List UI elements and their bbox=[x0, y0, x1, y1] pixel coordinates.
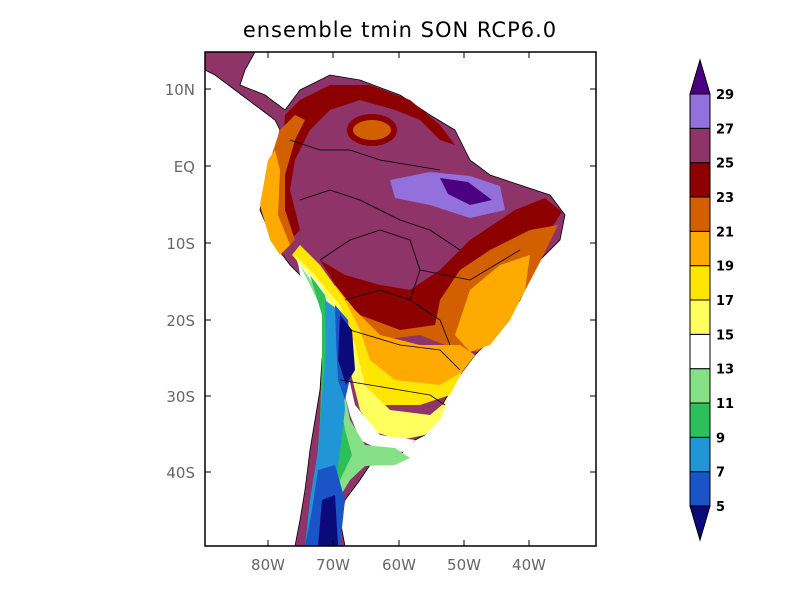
region-below-5 bbox=[318, 315, 355, 546]
colorbar-label: 25 bbox=[716, 157, 734, 172]
colorbar-label: 5 bbox=[716, 500, 725, 515]
colorbar-swatch bbox=[689, 196, 711, 232]
lon-label: 70W bbox=[316, 556, 350, 574]
colorbar-swatch bbox=[689, 127, 711, 164]
colorbar-arrow-high bbox=[689, 58, 711, 95]
colorbar: 5 7 9 11 13 15 17 19 21 23 25 27 29 bbox=[689, 58, 734, 542]
colorbar-swatch bbox=[689, 162, 711, 198]
lat-label: EQ bbox=[174, 158, 195, 176]
region-17-19 bbox=[292, 245, 462, 405]
colorbar-label: 7 bbox=[716, 466, 725, 481]
country-borders bbox=[289, 139, 521, 406]
colorbar-swatch bbox=[689, 265, 711, 301]
colorbar-label: 21 bbox=[716, 225, 734, 240]
colorbar-label: 23 bbox=[716, 191, 734, 206]
lat-label: 10S bbox=[166, 235, 195, 253]
colorbar-label: 15 bbox=[716, 328, 734, 343]
colorbar-swatch bbox=[689, 93, 711, 129]
colorbar-label: 29 bbox=[716, 88, 734, 103]
colorbar-label: 13 bbox=[716, 363, 734, 378]
colorbar-label: 9 bbox=[716, 431, 725, 446]
colorbar-arrow-low bbox=[689, 505, 711, 542]
colorbar-label: 19 bbox=[716, 260, 734, 275]
colorbar-swatch bbox=[689, 368, 711, 404]
colorbar-swatch bbox=[689, 333, 711, 370]
region-21-23-venezuela bbox=[347, 114, 397, 146]
lat-label: 30S bbox=[166, 388, 195, 406]
colorbar-swatch bbox=[689, 436, 711, 473]
colorbar-swatch bbox=[689, 402, 711, 438]
map-title: ensemble tmin SON RCP6.0 bbox=[242, 18, 558, 42]
lon-label: 60W bbox=[382, 556, 416, 574]
contour-fill bbox=[205, 52, 566, 546]
colorbar-label: 11 bbox=[716, 397, 734, 412]
lon-label: 80W bbox=[251, 556, 285, 574]
region-23-25-central bbox=[320, 198, 562, 335]
colorbar-swatch bbox=[689, 471, 711, 507]
region-15-17 bbox=[295, 255, 448, 440]
region-23-25-north bbox=[280, 85, 455, 240]
region-19-21-north bbox=[260, 150, 290, 255]
region-above-29 bbox=[440, 178, 492, 205]
colorbar-label: 27 bbox=[716, 122, 734, 137]
colorbar-label: 17 bbox=[716, 294, 734, 309]
colorbar-swatch bbox=[689, 230, 711, 267]
lon-label: 50W bbox=[447, 556, 481, 574]
colorbar-swatch bbox=[689, 299, 711, 335]
lon-label: 40W bbox=[512, 556, 546, 574]
lat-label: 40S bbox=[166, 464, 195, 482]
plot-frame bbox=[204, 51, 597, 547]
lat-label: 20S bbox=[166, 312, 195, 330]
region-19-21-east bbox=[455, 255, 530, 352]
region-27-29 bbox=[390, 172, 505, 218]
lat-label: 10N bbox=[165, 81, 195, 99]
axis-ticks: 10N EQ 10S 20S 30S 40S 80W 70W 60W 50W 40W bbox=[165, 52, 596, 574]
